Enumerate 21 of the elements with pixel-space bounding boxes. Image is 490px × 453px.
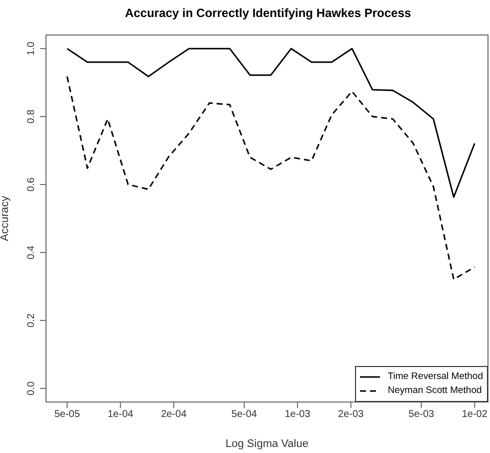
x-tick-label: 2e-04 <box>160 409 187 420</box>
y-axis-title: Accuracy <box>0 195 11 242</box>
x-axis-title: Log Sigma Value <box>226 438 308 450</box>
y-tick-label: 0.6 <box>26 177 37 192</box>
x-tick-label: 1e-04 <box>108 409 134 420</box>
line-series <box>66 76 476 280</box>
x-tick-label: 5e-04 <box>231 409 258 420</box>
y-tick-label: 0.8 <box>26 109 37 124</box>
y-tick-label: 0.0 <box>26 381 37 396</box>
x-tick-label: 2e-03 <box>338 409 364 420</box>
x-tick-label: 1e-03 <box>284 409 311 420</box>
y-tick-label: 1.0 <box>26 41 37 56</box>
chart-title: Accuracy in Correctly Identifying Hawkes Process <box>124 6 412 20</box>
x-tick-label: 1e-02 <box>462 409 488 420</box>
x-tick-label: 5e-05 <box>54 409 80 420</box>
y-tick-label: 0.2 <box>26 313 37 328</box>
x-tick-label: 5e-03 <box>408 409 435 420</box>
legend-label: Time Reversal Method <box>388 370 483 384</box>
y-tick-label: 0.4 <box>26 245 37 260</box>
line-series <box>66 48 476 198</box>
legend-label: Neyman Scott Method <box>388 384 482 398</box>
